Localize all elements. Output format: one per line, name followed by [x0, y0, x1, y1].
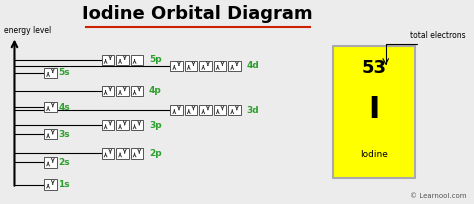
FancyBboxPatch shape	[333, 46, 415, 178]
FancyBboxPatch shape	[131, 86, 143, 96]
Text: 3s: 3s	[58, 130, 70, 139]
Text: 53: 53	[362, 59, 387, 77]
Text: 2p: 2p	[149, 149, 162, 158]
FancyBboxPatch shape	[101, 86, 114, 96]
FancyBboxPatch shape	[44, 129, 57, 139]
Text: Iodine: Iodine	[360, 150, 388, 159]
FancyBboxPatch shape	[131, 120, 143, 130]
FancyBboxPatch shape	[228, 105, 241, 115]
FancyBboxPatch shape	[131, 148, 143, 159]
FancyBboxPatch shape	[116, 86, 129, 96]
Text: 1s: 1s	[58, 180, 70, 189]
FancyBboxPatch shape	[44, 179, 57, 190]
FancyBboxPatch shape	[228, 61, 241, 71]
Text: I: I	[368, 95, 380, 124]
FancyBboxPatch shape	[101, 120, 114, 130]
Text: energy level: energy level	[4, 26, 51, 35]
Text: 4s: 4s	[58, 103, 70, 112]
FancyBboxPatch shape	[199, 61, 212, 71]
Text: 3p: 3p	[149, 121, 162, 130]
Text: Iodine Orbital Diagram: Iodine Orbital Diagram	[82, 6, 313, 23]
Text: 3d: 3d	[246, 105, 259, 115]
FancyBboxPatch shape	[44, 102, 57, 112]
FancyBboxPatch shape	[116, 148, 129, 159]
Text: 5p: 5p	[149, 55, 162, 64]
Text: © Learnool.com: © Learnool.com	[410, 193, 466, 198]
Text: 4p: 4p	[149, 86, 162, 95]
FancyBboxPatch shape	[101, 148, 114, 159]
FancyBboxPatch shape	[170, 105, 183, 115]
FancyBboxPatch shape	[185, 105, 197, 115]
Text: 4d: 4d	[246, 61, 259, 70]
FancyBboxPatch shape	[185, 61, 197, 71]
Text: total electrons: total electrons	[410, 31, 466, 40]
FancyBboxPatch shape	[44, 157, 57, 168]
FancyBboxPatch shape	[170, 61, 183, 71]
FancyBboxPatch shape	[44, 68, 57, 78]
FancyBboxPatch shape	[116, 54, 129, 65]
Text: 2s: 2s	[58, 158, 70, 167]
FancyBboxPatch shape	[131, 54, 143, 65]
FancyBboxPatch shape	[214, 61, 227, 71]
FancyBboxPatch shape	[214, 105, 227, 115]
FancyBboxPatch shape	[116, 120, 129, 130]
Text: 5s: 5s	[58, 68, 70, 77]
FancyBboxPatch shape	[101, 54, 114, 65]
FancyBboxPatch shape	[199, 105, 212, 115]
